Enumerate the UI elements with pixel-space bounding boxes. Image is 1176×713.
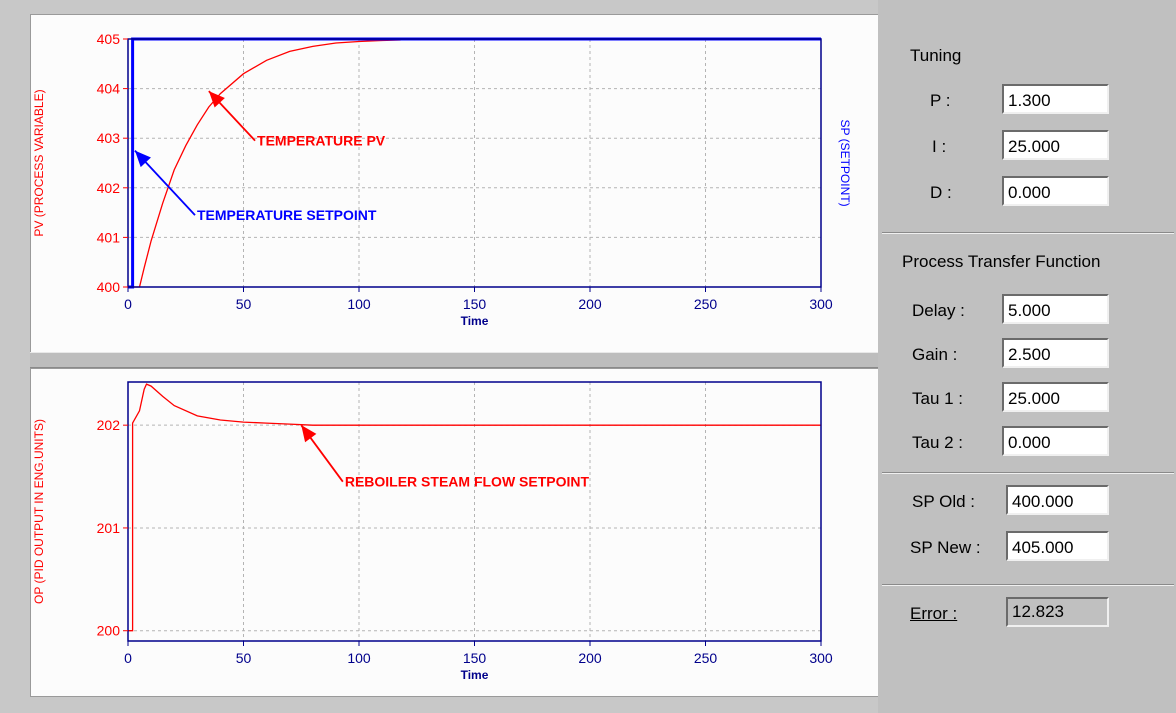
y-tick-label: 401: [97, 229, 121, 245]
series-line-0: [128, 383, 821, 632]
pv-chart: 0 50 100 150 200 250 300 400 401 402 403 404 405 Time…: [32, 31, 852, 328]
op-chart-panel: 0 50 100 150 200 250 300 200 201 202 Time OP (PID O…: [30, 368, 880, 697]
annotation-arrow-head: [301, 425, 317, 443]
x-tick-label: 50: [236, 650, 252, 666]
process-title: Process Transfer Function: [902, 252, 1101, 271]
p-field[interactable]: [1002, 84, 1109, 114]
annotation-arrow-head: [134, 150, 151, 168]
divider-process: [882, 472, 1174, 474]
y-tick-label: 405: [97, 31, 121, 47]
y-tick-label: 201: [97, 520, 121, 536]
tau1-field[interactable]: [1002, 382, 1109, 412]
sp-old-field[interactable]: [1006, 485, 1109, 515]
tuning-title: Tuning: [910, 46, 962, 65]
x-tick-label: 150: [463, 296, 487, 312]
chart-splitter[interactable]: [30, 352, 878, 368]
gain-label: Gain :: [912, 345, 958, 364]
y-tick-label: 404: [97, 81, 121, 97]
x-axis-title: Time: [461, 314, 489, 328]
y2-axis-title: SP (SETPOINT): [838, 119, 852, 206]
x-tick-label: 200: [578, 650, 602, 666]
x-tick-label: 300: [809, 296, 833, 312]
x-axis-title: Time: [461, 668, 489, 682]
y-axis-title: PV (PROCESS VARIABLE): [32, 89, 46, 236]
error-label: Error :: [910, 604, 958, 623]
p-label: P :: [930, 91, 951, 110]
pv-chart-panel: 0 50 100 150 200 250 300 400 401 402 403 404 405 Time…: [30, 14, 880, 353]
divider-tuning: [882, 232, 1174, 234]
sp-new-field[interactable]: [1006, 531, 1109, 561]
d-label: D :: [930, 183, 952, 202]
tau2-label: Tau 2 :: [912, 433, 964, 452]
x-tick-label: 300: [809, 650, 833, 666]
settings-panel: Tuning P : I : D : Process Transfer Func…: [878, 0, 1176, 713]
x-tick-label: 150: [463, 650, 487, 666]
y-tick-label: 400: [97, 279, 121, 295]
gain-field[interactable]: [1002, 338, 1109, 368]
series-line-0: [128, 39, 401, 288]
y-tick-label: 402: [97, 180, 121, 196]
x-tick-label: 250: [694, 650, 718, 666]
delay-label: Delay :: [912, 301, 965, 320]
y-tick-label: 202: [97, 417, 121, 433]
op-chart: 0 50 100 150 200 250 300 200 201 202 Time OP (PID O…: [32, 381, 833, 682]
x-tick-label: 100: [347, 296, 371, 312]
y-axis-title: OP (PID OUTPUT IN ENG.UNITS): [32, 419, 46, 604]
divider-setpoints: [882, 584, 1174, 586]
x-tick-label: 250: [694, 296, 718, 312]
sp-new-label: SP New :: [910, 538, 981, 557]
error-readout: 12.823: [1006, 597, 1109, 627]
x-tick-label: 50: [236, 296, 252, 312]
i-field[interactable]: [1002, 130, 1109, 160]
tau2-field[interactable]: [1002, 426, 1109, 456]
annotation-label: REBOILER STEAM FLOW SETPOINT: [345, 474, 590, 490]
x-tick-label: 100: [347, 650, 371, 666]
annotation-label: TEMPERATURE SETPOINT: [197, 207, 377, 223]
delay-field[interactable]: [1002, 294, 1109, 324]
sp-old-label: SP Old :: [912, 492, 975, 511]
plot-area: 0 50 100 150 200 250 300 400 401 402 403 404 405 Time…: [0, 0, 880, 713]
y-tick-label: 403: [97, 130, 121, 146]
x-tick-label: 0: [124, 650, 132, 666]
i-label: I :: [932, 137, 947, 156]
tau1-label: Tau 1 :: [912, 389, 964, 408]
x-tick-label: 0: [124, 296, 132, 312]
d-field[interactable]: [1002, 176, 1109, 206]
annotation-arrow-head: [208, 91, 225, 108]
x-tick-label: 200: [578, 296, 602, 312]
y-tick-label: 200: [97, 623, 121, 639]
annotation-label: TEMPERATURE PV: [257, 133, 386, 149]
